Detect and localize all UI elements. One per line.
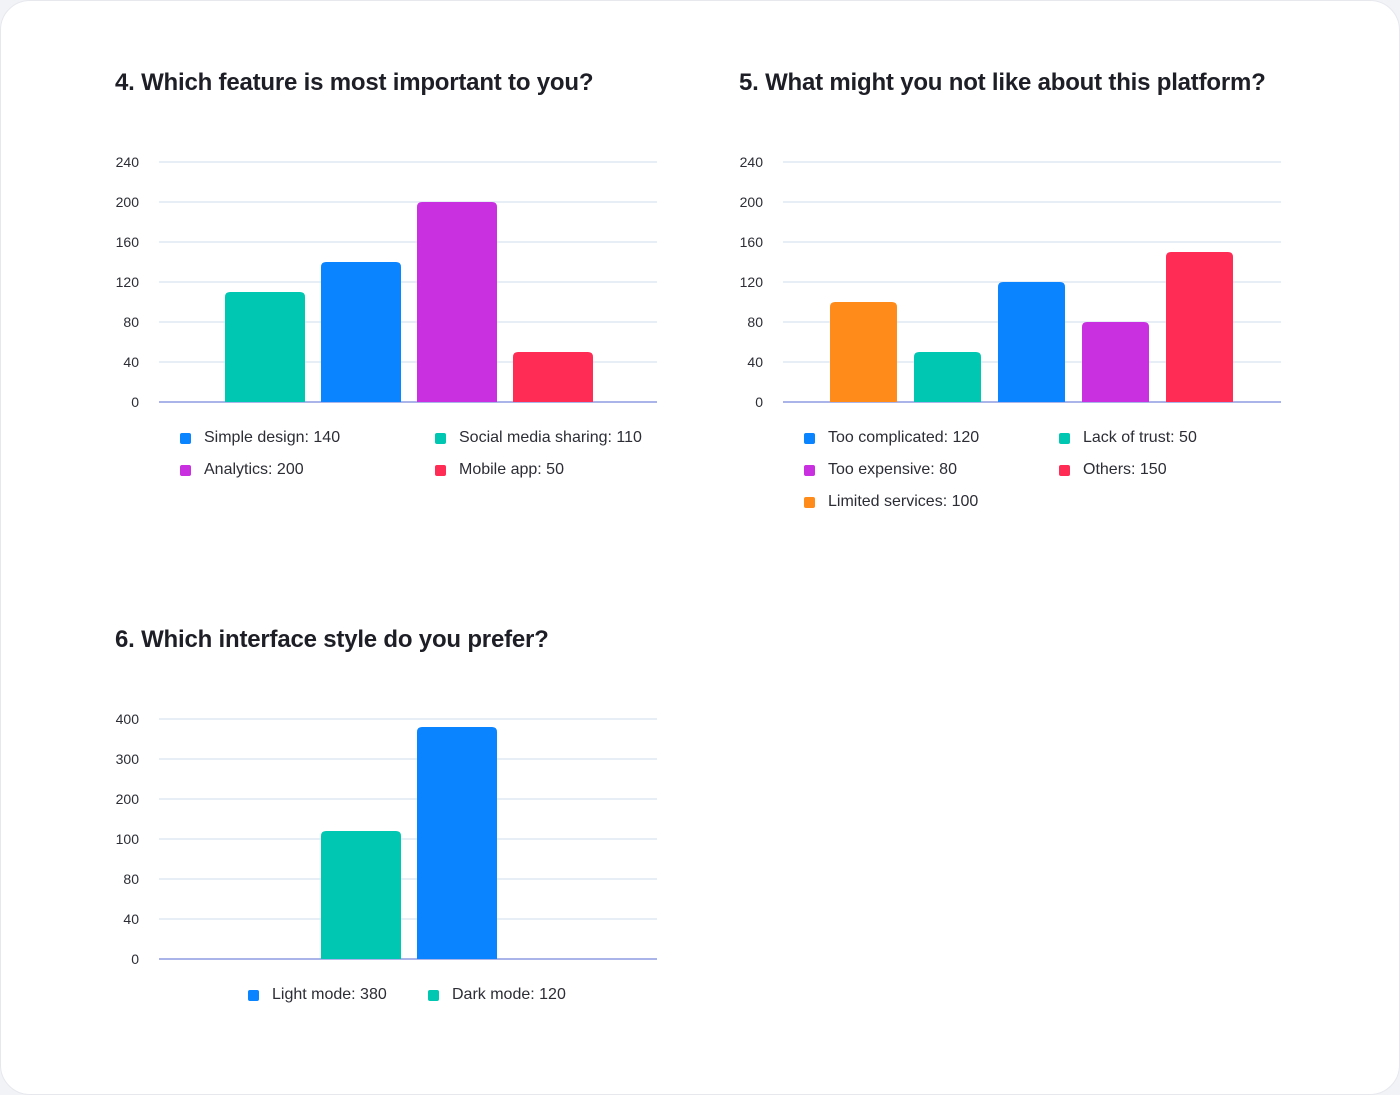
bar-too-complicated[interactable]: [998, 282, 1065, 402]
chart-title: 6. Which interface style do you prefer?: [115, 626, 549, 653]
bar-analytics[interactable]: [417, 202, 497, 402]
legend-swatch: [1059, 464, 1070, 476]
y-tick-label: 80: [747, 314, 763, 330]
legend-label: Limited services: 100: [828, 493, 979, 510]
y-tick-label: 40: [747, 354, 763, 370]
legend-item[interactable]: Dark mode: 120: [428, 986, 566, 1004]
legend-swatch: [248, 989, 259, 1001]
y-tick-label: 240: [116, 154, 140, 170]
legend-label: Dark mode: 120: [452, 986, 566, 1003]
y-tick-label: 200: [116, 194, 140, 210]
chart-title: 5. What might you not like about this pl…: [739, 69, 1266, 96]
legend-label: Mobile app: 50: [459, 461, 564, 478]
bar-mobile-app[interactable]: [513, 352, 593, 402]
bar-chart-dislikes: 0 40 80 120 160 200 240: [740, 154, 1281, 410]
bar-light-mode[interactable]: [417, 727, 497, 959]
bar-limited-services[interactable]: [830, 302, 897, 402]
y-tick-label: 120: [116, 274, 140, 290]
legend-label: Analytics: 200: [204, 461, 304, 478]
y-tick-label: 40: [123, 911, 139, 927]
legend-swatch: [435, 464, 446, 476]
legend-item[interactable]: Mobile app: 50: [435, 461, 564, 479]
legend-swatch: [180, 464, 191, 476]
y-tick-label: 100: [116, 831, 140, 847]
legend-item[interactable]: Social media sharing: 110: [435, 429, 642, 447]
bar-chart-interface-style: 0 40 80 100 200 300 400: [116, 711, 657, 967]
legend-label: Too complicated: 120: [828, 429, 980, 446]
bar-others[interactable]: [1166, 252, 1233, 402]
y-tick-label: 300: [116, 751, 140, 767]
legend-swatch: [804, 432, 815, 444]
legend-label: Too expensive: 80: [828, 461, 957, 478]
y-tick-label: 400: [116, 711, 140, 727]
legend-swatch: [804, 464, 815, 476]
y-tick-label: 80: [123, 314, 139, 330]
y-tick-label: 160: [740, 234, 764, 250]
legend-label: Simple design: 140: [204, 429, 341, 446]
legend-label: Social media sharing: 110: [459, 429, 642, 446]
bar-lack-of-trust[interactable]: [914, 352, 981, 402]
legend-swatch: [1059, 432, 1070, 444]
legend-swatch: [180, 432, 191, 444]
legend-item[interactable]: Others: 150: [1059, 461, 1167, 479]
bar-social-media-sharing[interactable]: [225, 292, 305, 402]
y-tick-label: 240: [740, 154, 764, 170]
legend-item[interactable]: Lack of trust: 50: [1059, 429, 1197, 447]
y-tick-label: 200: [116, 791, 140, 807]
legend-label: Lack of trust: 50: [1083, 429, 1197, 446]
legend-swatch: [804, 496, 815, 508]
legend-item[interactable]: Limited services: 100: [804, 493, 978, 511]
y-tick-label: 0: [131, 394, 139, 410]
y-tick-label: 0: [131, 951, 139, 967]
legend-item[interactable]: Too complicated: 120: [804, 429, 979, 447]
legend-swatch: [435, 432, 446, 444]
legend-item[interactable]: Too expensive: 80: [804, 461, 957, 479]
legend-item[interactable]: Light mode: 380: [248, 986, 387, 1004]
legend-item[interactable]: Simple design: 140: [180, 429, 340, 447]
y-tick-label: 80: [123, 871, 139, 887]
y-tick-label: 40: [123, 354, 139, 370]
bar-too-expensive[interactable]: [1082, 322, 1149, 402]
chart-title: 4. Which feature is most important to yo…: [115, 69, 594, 96]
bar-dark-mode[interactable]: [321, 831, 401, 959]
legend-label: Light mode: 380: [272, 986, 387, 1003]
y-tick-label: 160: [116, 234, 140, 250]
legend-item[interactable]: Analytics: 200: [180, 461, 304, 479]
bar-simple-design[interactable]: [321, 262, 401, 402]
legend-swatch: [428, 989, 439, 1001]
bar-chart-features: 0 40 80 120 160 200 240: [116, 154, 657, 410]
y-tick-label: 200: [740, 194, 764, 210]
y-tick-label: 120: [740, 274, 764, 290]
y-tick-label: 0: [755, 394, 763, 410]
legend-label: Others: 150: [1083, 461, 1167, 478]
